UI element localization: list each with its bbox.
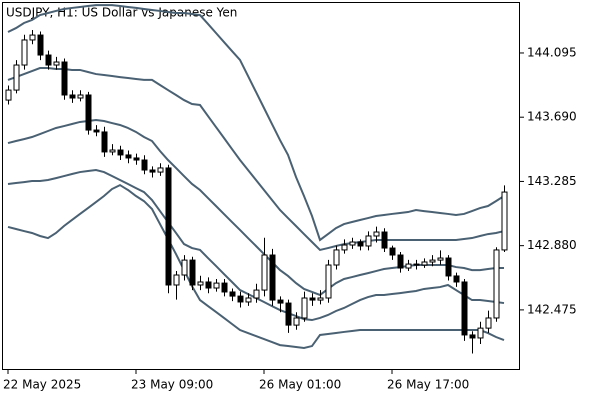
candle-body bbox=[197, 281, 204, 286]
candle-body bbox=[93, 129, 100, 133]
x-tick-label: 26 May 17:00 bbox=[387, 378, 469, 392]
band-line bbox=[7, 67, 505, 252]
candle-body bbox=[205, 281, 212, 289]
y-tick-label: 143.285 bbox=[527, 174, 577, 188]
candle-body bbox=[133, 157, 140, 161]
candle-body bbox=[13, 64, 20, 91]
candle-body bbox=[301, 297, 308, 319]
candle-body bbox=[309, 297, 316, 301]
candle-body bbox=[485, 317, 492, 329]
candle-body bbox=[213, 282, 220, 289]
candle-body bbox=[277, 299, 284, 304]
x-tick-label: 23 May 09:00 bbox=[131, 378, 213, 392]
candle-body bbox=[237, 295, 244, 303]
candle-body bbox=[325, 264, 332, 299]
candle-body bbox=[21, 39, 28, 66]
candle-body bbox=[221, 282, 228, 293]
candle-body bbox=[293, 317, 300, 326]
candle-body bbox=[181, 259, 188, 276]
candle-body bbox=[373, 231, 380, 237]
candle-body bbox=[125, 154, 132, 159]
candle-body bbox=[53, 61, 60, 66]
candle-body bbox=[429, 259, 436, 263]
candle-body bbox=[493, 249, 500, 319]
y-tick-label: 142.475 bbox=[527, 302, 577, 316]
candle-body bbox=[469, 334, 476, 339]
candle-body bbox=[333, 249, 340, 266]
candle-body bbox=[453, 275, 460, 283]
y-tick-label: 144.095 bbox=[527, 45, 577, 59]
candle-body bbox=[189, 259, 196, 286]
candle-body bbox=[405, 263, 412, 269]
candle-body bbox=[421, 261, 428, 266]
candle-body bbox=[165, 167, 172, 286]
candle-body bbox=[461, 281, 468, 336]
candle-body bbox=[61, 61, 68, 96]
candle-body bbox=[173, 274, 180, 286]
candle-body bbox=[357, 241, 364, 247]
candle-body bbox=[365, 235, 372, 247]
candle-body bbox=[285, 302, 292, 326]
candle-body bbox=[45, 54, 52, 66]
candle-body bbox=[149, 169, 156, 173]
candle-body bbox=[317, 297, 324, 301]
candle-body bbox=[349, 241, 356, 246]
candle-body bbox=[37, 34, 44, 56]
candle-body bbox=[77, 94, 84, 99]
x-tick-label: 26 May 01:00 bbox=[259, 378, 341, 392]
candle-body bbox=[341, 244, 348, 251]
candle-body bbox=[437, 257, 444, 261]
candle-body bbox=[253, 289, 260, 299]
candle-body bbox=[389, 247, 396, 256]
candle-body bbox=[245, 297, 252, 303]
candle-body bbox=[397, 254, 404, 269]
y-tick-label: 143.690 bbox=[527, 110, 577, 124]
candle-body bbox=[69, 94, 76, 99]
candle-body bbox=[501, 191, 508, 251]
candle-body bbox=[269, 254, 276, 301]
candle-body bbox=[229, 291, 236, 297]
candle-body bbox=[109, 149, 116, 153]
candle-body bbox=[5, 89, 12, 101]
candle-body bbox=[381, 231, 388, 249]
candle-body bbox=[445, 257, 452, 277]
x-tick-label: 22 May 2025 bbox=[3, 378, 81, 392]
candle-body bbox=[141, 159, 148, 171]
candle-body bbox=[85, 94, 92, 131]
candle-body bbox=[101, 131, 108, 153]
candle-body bbox=[157, 167, 164, 173]
candle-body bbox=[413, 263, 420, 266]
candle-body bbox=[261, 254, 268, 291]
candle-body bbox=[29, 34, 36, 41]
candle-body bbox=[477, 327, 484, 339]
y-tick-label: 142.880 bbox=[527, 238, 577, 252]
candle-body bbox=[117, 149, 124, 156]
band-line bbox=[7, 183, 505, 349]
band-line bbox=[7, 4, 505, 242]
